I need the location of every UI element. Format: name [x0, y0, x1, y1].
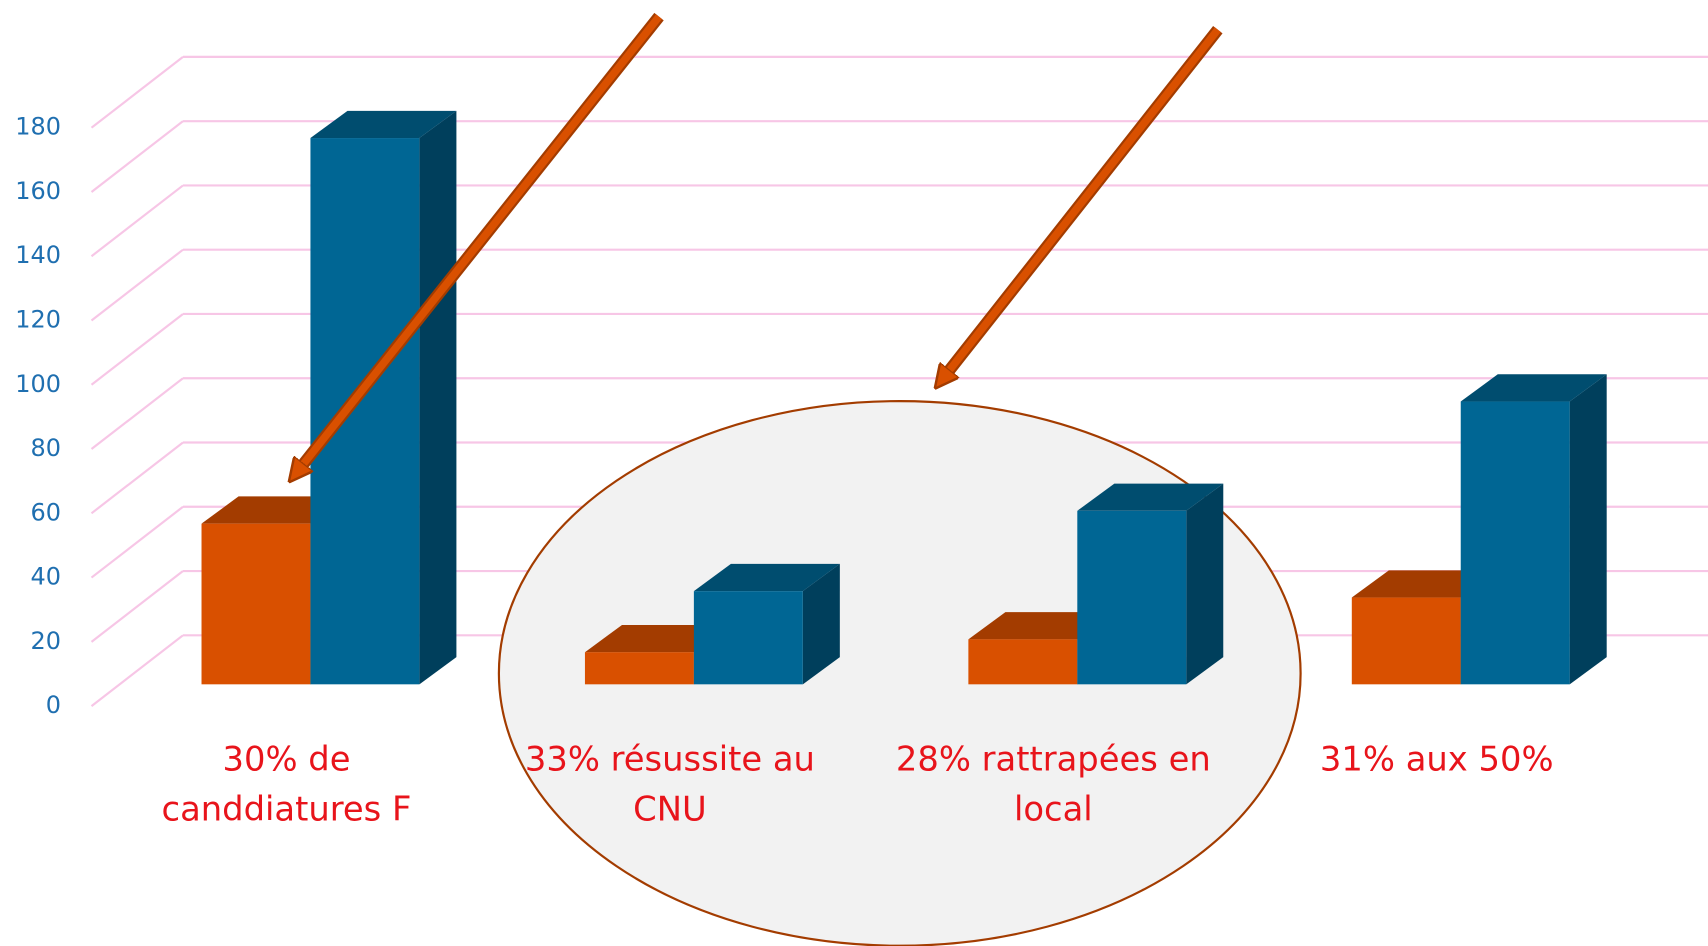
bar-side: [1569, 374, 1607, 685]
bar: [310, 138, 420, 685]
y-tick-label: 180: [15, 113, 61, 141]
y-tick-label: 80: [31, 434, 61, 462]
bar-top: [310, 110, 457, 139]
grid-diagonal: [90, 634, 184, 707]
x-tick-label: 28% rattrapées en local: [895, 739, 1211, 830]
bar: [968, 639, 1078, 685]
x-tick-label-box: 30% de canddiatures F: [161, 739, 412, 830]
bar-side: [419, 110, 457, 685]
bar: [201, 523, 311, 685]
x-tick-label-box: 31% aux 50%: [1319, 739, 1554, 780]
y-tick-label: 0: [46, 691, 61, 719]
x-tick-label: 30% de canddiatures F: [161, 739, 412, 830]
grid-diagonal: [90, 441, 184, 515]
y-tick-label: 160: [15, 177, 61, 205]
grid-diagonal: [90, 56, 184, 129]
grid-diagonal: [90, 313, 184, 386]
bars: [201, 110, 1607, 685]
y-tick-label: 60: [31, 498, 61, 526]
grid-diagonal: [90, 184, 184, 258]
y-tick-label: 140: [15, 241, 61, 269]
x-tick-label-box: 28% rattrapées en local: [895, 739, 1211, 830]
bar-top: [1077, 483, 1224, 511]
y-tick-label: 120: [15, 305, 61, 333]
arrow: [296, 14, 663, 473]
grid-diagonal: [90, 248, 184, 322]
x-tick-label-box: 33% résussite au CNU: [524, 739, 815, 830]
y-tick-label: 100: [15, 370, 61, 398]
bar-side: [802, 563, 840, 685]
grid-diagonal: [90, 120, 184, 193]
x-tick-label: 31% aux 50%: [1319, 739, 1554, 780]
grid-diagonal: [90, 505, 184, 579]
bar: [1077, 510, 1187, 685]
bar: [584, 652, 694, 685]
arrow: [942, 27, 1221, 380]
bar: [1460, 401, 1570, 685]
y-tick-label: 40: [31, 563, 61, 591]
bar: [693, 591, 803, 685]
y-tick-label: 20: [31, 627, 61, 655]
x-tick-label: 33% résussite au CNU: [524, 739, 815, 830]
bar-side: [1186, 483, 1224, 685]
bar-top: [1460, 374, 1607, 402]
bar: [1351, 597, 1461, 685]
grid-diagonal: [90, 377, 184, 450]
grid-diagonal: [90, 570, 184, 643]
arrows: [296, 12, 1223, 473]
bar-top: [693, 563, 840, 592]
